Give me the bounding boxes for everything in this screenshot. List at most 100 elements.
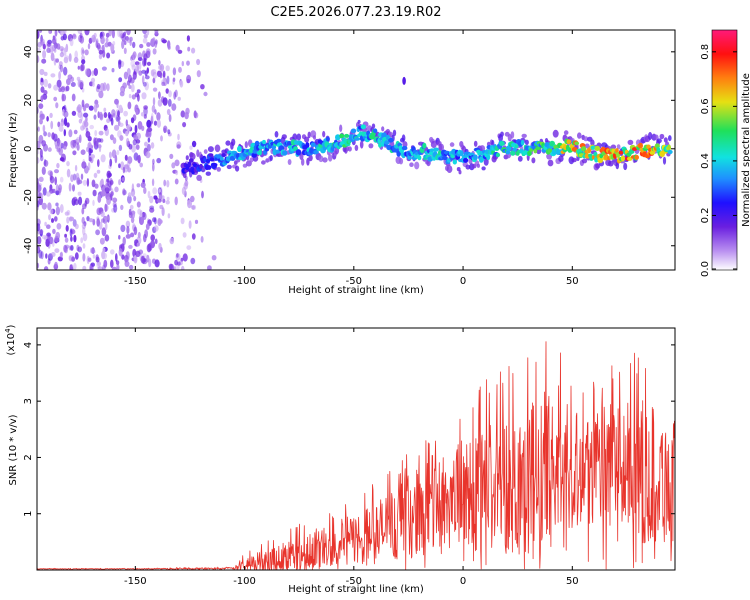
- noise-blob: [84, 49, 89, 56]
- noise-blob: [62, 33, 67, 41]
- noise-blob: [82, 179, 87, 186]
- noise-blob: [88, 105, 94, 111]
- noise-blob: [96, 83, 101, 90]
- noise-blob: [53, 96, 58, 102]
- noise-blob: [82, 226, 86, 236]
- ridge-halo: [235, 165, 240, 172]
- noise-blob: [59, 176, 64, 183]
- noise-blob: [87, 43, 91, 50]
- noise-blob: [101, 227, 107, 237]
- noise-blob: [123, 110, 128, 117]
- noise-blob: [139, 43, 144, 49]
- noise-blob: [146, 119, 152, 128]
- ridge-halo: [313, 135, 316, 140]
- ridge-halo: [610, 144, 617, 150]
- noise-blob: [127, 74, 132, 83]
- ridge-halo: [322, 130, 326, 138]
- noise-blob: [141, 69, 146, 74]
- chart-title: C2E5.2026.077.23.19.R02: [270, 5, 441, 20]
- spectrogram-x-ticks: -150 -100 -50 0 50: [124, 30, 579, 287]
- noise-blob: [181, 61, 184, 67]
- noise-blob: [64, 55, 69, 61]
- noise-blob: [162, 70, 166, 78]
- ridge-halo: [226, 164, 232, 170]
- noise-blob: [45, 253, 48, 259]
- ridge-mark: [305, 142, 310, 149]
- noise-blob: [171, 103, 177, 111]
- noise-blob: [144, 229, 149, 239]
- ridge-mark: [417, 155, 422, 161]
- noise-blob: [55, 58, 59, 63]
- noise-blob: [93, 114, 97, 120]
- noise-blob: [110, 249, 115, 255]
- noise-blob: [59, 252, 63, 258]
- ridge-mark: [646, 144, 651, 150]
- noise-blob: [166, 180, 170, 188]
- noise-blob: [65, 225, 69, 232]
- noise-blob: [37, 223, 41, 232]
- noise-blob: [136, 242, 140, 247]
- ridge-halo: [242, 163, 248, 168]
- noise-blob: [71, 256, 76, 262]
- noise-blob: [142, 37, 148, 44]
- ridge-mark: [310, 142, 316, 147]
- noise-blob: [149, 195, 154, 204]
- noise-blob: [42, 50, 47, 59]
- ridge-mark: [618, 150, 624, 155]
- ridge-halo: [465, 164, 471, 170]
- noise-blob: [66, 168, 71, 178]
- noise-blob: [145, 132, 150, 138]
- ridge-halo: [577, 132, 582, 139]
- noise-blob: [166, 196, 170, 201]
- noise-blob: [157, 99, 163, 107]
- noise-blob: [73, 234, 77, 243]
- noise-blob: [136, 201, 141, 208]
- ridge-mark: [433, 147, 439, 152]
- noise-blob: [161, 39, 167, 44]
- noise-blob: [81, 207, 85, 215]
- noise-blob: [104, 215, 110, 221]
- ridge-halo: [185, 155, 189, 161]
- ridge-mark: [354, 137, 361, 141]
- noise-blob: [97, 159, 100, 168]
- noise-blob: [59, 46, 65, 52]
- noise-blob: [79, 32, 83, 39]
- noise-blob: [182, 122, 187, 128]
- noise-blob: [133, 134, 138, 141]
- noise-blob: [58, 187, 61, 196]
- ridge-mark: [638, 142, 643, 149]
- noise-blob: [146, 42, 151, 47]
- noise-blob: [146, 143, 151, 152]
- noise-blob: [66, 122, 70, 128]
- noise-blob: [154, 217, 157, 225]
- noise-blob: [161, 207, 165, 217]
- noise-blob: [138, 249, 144, 255]
- x-tick-label: -50: [346, 276, 362, 287]
- noise-blob: [126, 194, 132, 204]
- snr-y-multiplier-base: (x10: [6, 333, 17, 356]
- ridge-halo: [615, 161, 620, 170]
- noise-blob: [64, 233, 67, 238]
- ridge-mark: [447, 158, 451, 163]
- noise-blob: [169, 263, 175, 270]
- spectrogram-marks: [37, 30, 673, 270]
- ridge-halo: [510, 131, 515, 139]
- noise-blob: [50, 73, 56, 78]
- noise-blob: [56, 223, 62, 230]
- noise-blob: [142, 81, 147, 87]
- noise-blob: [183, 182, 188, 190]
- ridge-halo: [616, 144, 621, 150]
- colorbar-tick-label: 0.4: [700, 153, 711, 169]
- noise-blob: [153, 195, 158, 200]
- ridge-halo: [287, 159, 292, 165]
- noise-blob: [150, 69, 155, 77]
- ridge-halo: [558, 155, 564, 162]
- noise-blob: [188, 220, 192, 229]
- ridge-halo: [207, 146, 214, 153]
- ridge-mark: [343, 133, 350, 138]
- noise-blob: [39, 68, 45, 76]
- noise-blob: [160, 135, 163, 142]
- noise-blob: [142, 30, 148, 35]
- noise-blob: [55, 202, 59, 207]
- noise-blob: [134, 124, 138, 134]
